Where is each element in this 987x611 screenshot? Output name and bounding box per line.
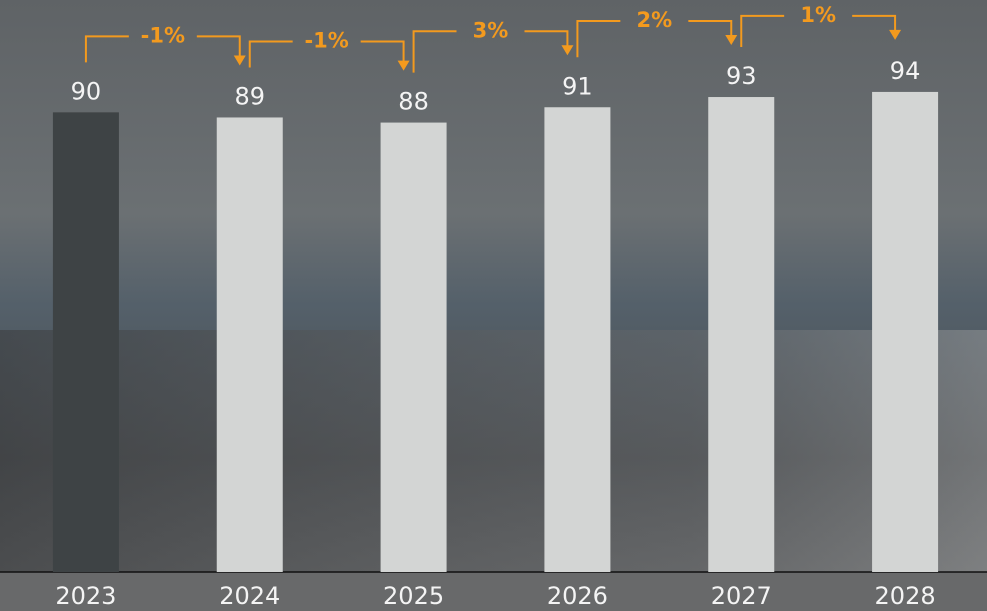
change-arrow bbox=[576, 20, 733, 58]
change-arrow bbox=[412, 30, 569, 73]
value-label: 94 bbox=[890, 57, 921, 85]
bar bbox=[872, 91, 939, 572]
background-road bbox=[0, 330, 987, 611]
bar bbox=[52, 112, 119, 572]
bar bbox=[708, 97, 775, 573]
change-arrow bbox=[740, 14, 897, 48]
x-tick-label: 2027 bbox=[711, 582, 772, 610]
x-tick-label: 2024 bbox=[219, 582, 280, 610]
bar bbox=[380, 122, 447, 573]
change-label: 2% bbox=[637, 8, 673, 32]
x-tick-label: 2026 bbox=[547, 582, 608, 610]
value-label: 90 bbox=[71, 77, 102, 105]
axis-band bbox=[0, 572, 987, 611]
value-label: 88 bbox=[398, 88, 429, 116]
change-arrowhead bbox=[725, 35, 738, 46]
change-arrowhead bbox=[561, 45, 574, 56]
change-arrow bbox=[84, 35, 241, 63]
x-tick-label: 2025 bbox=[383, 582, 444, 610]
change-label: -1% bbox=[141, 23, 185, 47]
change-arrow bbox=[248, 40, 405, 68]
change-arrowhead bbox=[889, 29, 902, 40]
x-tick-label: 2028 bbox=[875, 582, 936, 610]
bar bbox=[544, 107, 611, 572]
value-label: 93 bbox=[726, 62, 757, 90]
x-tick-label: 2023 bbox=[55, 582, 116, 610]
change-arrowhead bbox=[233, 55, 246, 66]
change-label: 1% bbox=[800, 3, 836, 27]
value-label: 89 bbox=[234, 82, 265, 110]
value-label: 91 bbox=[562, 72, 593, 100]
change-arrowhead bbox=[397, 60, 410, 71]
change-label: 3% bbox=[473, 18, 509, 42]
bar bbox=[216, 117, 283, 572]
change-label: -1% bbox=[304, 28, 348, 52]
